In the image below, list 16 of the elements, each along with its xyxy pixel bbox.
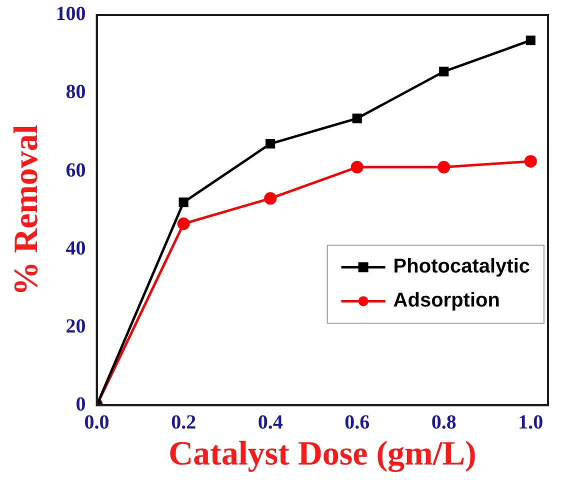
x-tick-label: 0.8 (431, 411, 456, 434)
y-tick-label: 40 (66, 237, 86, 260)
y-tick-label: 60 (66, 159, 86, 182)
x-tick-label: 0.4 (258, 411, 283, 434)
y-axis-title: % Removal (8, 124, 46, 296)
x-axis-title: Catalyst Dose (gm/L) (168, 435, 476, 472)
y-tick-label: 20 (66, 315, 86, 338)
y-tick-label: 0 (76, 393, 86, 416)
y-tick-label: 80 (66, 81, 86, 104)
y-tick-label: 100 (56, 3, 86, 26)
legend-label: Adsorption (393, 290, 500, 312)
x-tick-label: 0.6 (344, 411, 370, 434)
x-tick-label: 0.0 (84, 411, 110, 434)
x-tick-label: 0.2 (171, 411, 196, 434)
legend-label: Photocatalytic (393, 256, 530, 278)
x-tick-label: 1.0 (518, 411, 544, 434)
